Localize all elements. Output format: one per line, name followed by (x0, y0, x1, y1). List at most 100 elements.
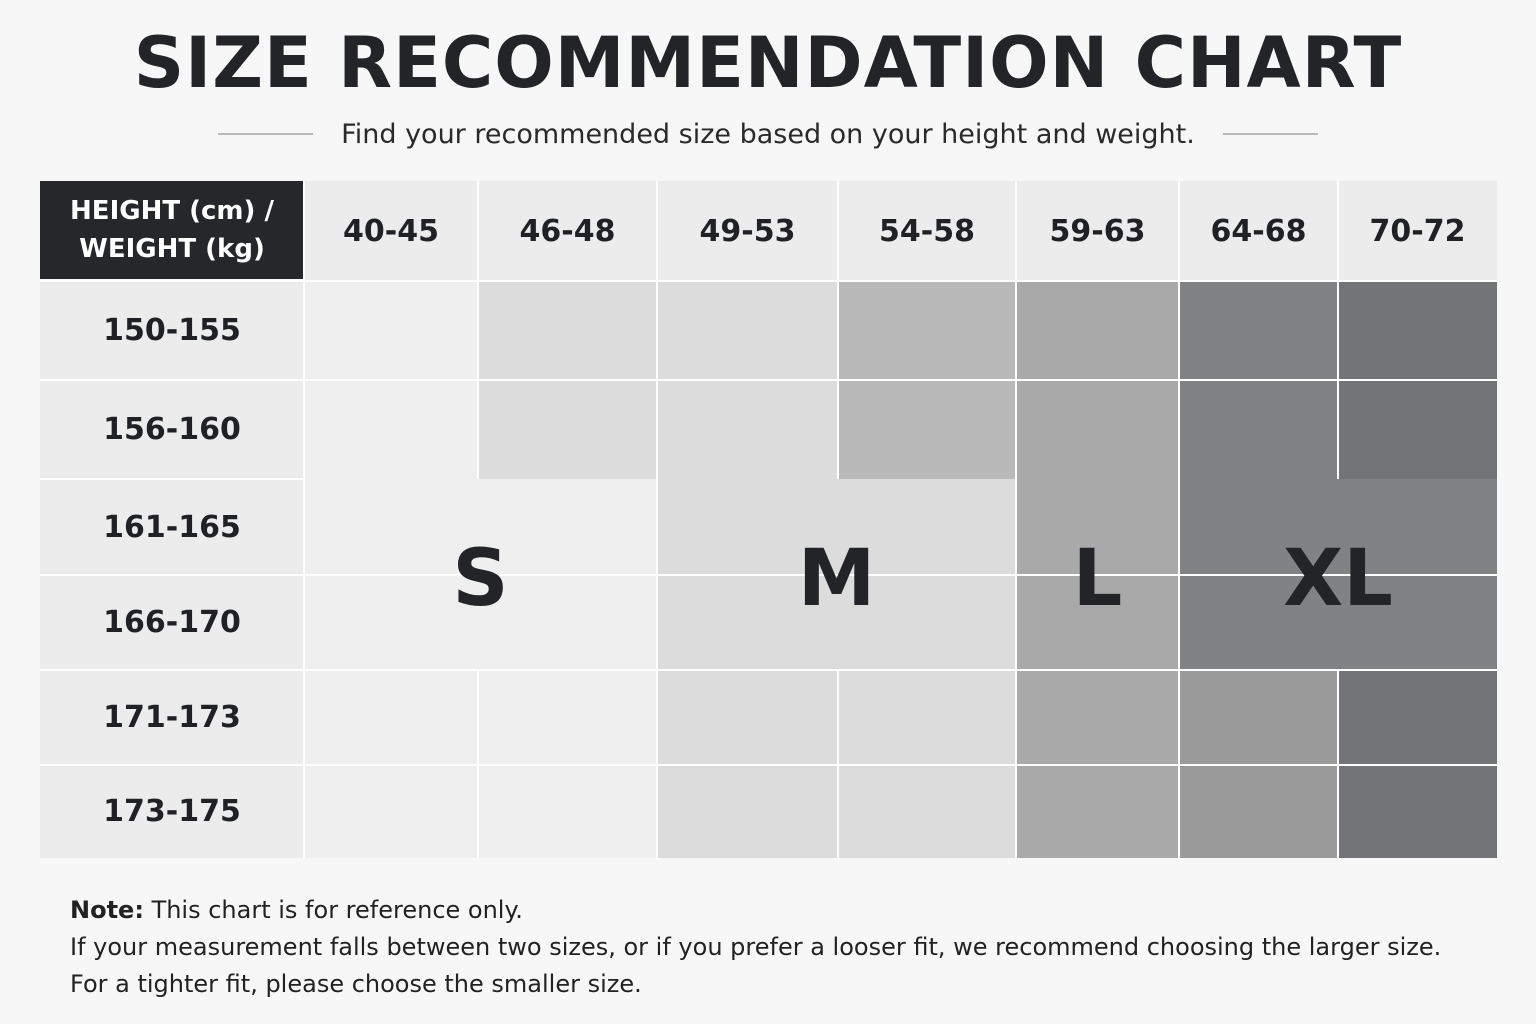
grid-line (656, 670, 658, 765)
size-cell (1179, 670, 1338, 765)
size-cell (838, 380, 1016, 479)
subtitle-divider-right (1222, 133, 1318, 135)
grid-line (40, 280, 1497, 282)
height-row-header: 161-165 (40, 479, 304, 575)
weight-column-header: 59-63 (1016, 181, 1179, 281)
grid-line (1178, 575, 1180, 670)
grid-line (303, 765, 305, 858)
subtitle-divider-left (218, 133, 314, 135)
size-cell (1338, 479, 1497, 575)
size-cell (478, 670, 657, 765)
size-cell (838, 479, 1016, 575)
note-line-1: Note: This chart is for reference only. (70, 892, 1470, 929)
grid-line (1015, 479, 1017, 575)
grid-line (40, 478, 304, 480)
size-cell (1016, 575, 1179, 670)
subtitle: Find your recommended size based on your… (341, 118, 1195, 150)
height-row-header: 171-173 (40, 670, 304, 765)
height-row-header: 166-170 (40, 575, 304, 670)
size-cell (657, 380, 838, 479)
grid-line (1178, 670, 1180, 765)
size-cell (304, 281, 478, 380)
corner-header: HEIGHT (cm) / WEIGHT (kg) (40, 181, 304, 279)
grid-line (477, 380, 479, 479)
weight-column-header: 46-48 (478, 181, 657, 281)
height-row-header: 156-160 (40, 380, 304, 479)
corner-header-line: HEIGHT (cm) / (70, 196, 274, 226)
size-cell (657, 670, 838, 765)
grid-line (477, 670, 479, 765)
grid-line (40, 379, 1497, 381)
grid-line (303, 479, 305, 575)
grid-line (1337, 281, 1339, 380)
subtitle-row: Find your recommended size based on your… (0, 112, 1536, 156)
grid-line (303, 181, 305, 281)
grid-line (656, 181, 658, 281)
size-cell (1179, 765, 1338, 858)
size-cell (1338, 670, 1497, 765)
size-cell (478, 575, 657, 670)
size-cell (304, 575, 478, 670)
grid-line (477, 765, 479, 858)
weight-column-header: 49-53 (657, 181, 838, 281)
grid-line (1015, 181, 1017, 281)
grid-line (303, 670, 305, 765)
grid-line (837, 281, 839, 380)
size-cell (838, 281, 1016, 380)
size-cell (838, 575, 1016, 670)
size-cell (1016, 765, 1179, 858)
size-cell (478, 479, 657, 575)
grid-line (1015, 670, 1017, 765)
size-cell (478, 765, 657, 858)
size-cell (1338, 575, 1497, 670)
size-cell (478, 380, 657, 479)
grid-line (1337, 380, 1339, 479)
grid-line (656, 281, 658, 380)
weight-column-header: 64-68 (1179, 181, 1338, 281)
grid-line (1015, 575, 1017, 670)
size-cell (1338, 281, 1497, 380)
size-cell (657, 479, 838, 575)
size-cell (657, 281, 838, 380)
grid-line (1337, 670, 1339, 765)
size-cell (1338, 765, 1497, 858)
grid-line (40, 669, 1497, 671)
grid-line (477, 281, 479, 380)
grid-line (837, 765, 839, 858)
grid-line (40, 574, 1497, 576)
grid-line (1337, 181, 1339, 281)
size-cell (657, 575, 838, 670)
size-cell (1179, 575, 1338, 670)
grid-line (40, 764, 1497, 766)
grid-line (1015, 281, 1017, 380)
note-text-1: This chart is for reference only. (151, 896, 523, 924)
size-cell (304, 670, 478, 765)
size-cell (657, 765, 838, 858)
grid-line (1178, 479, 1180, 575)
grid-line (1178, 765, 1180, 858)
size-cell (1179, 380, 1338, 479)
corner-header-line: WEIGHT (kg) (79, 234, 265, 264)
size-cell (304, 479, 478, 575)
grid-line (303, 575, 305, 670)
size-label-xl: XL (1283, 533, 1393, 624)
note-line-3: For a tighter fit, please choose the sma… (70, 970, 642, 998)
size-cell (478, 281, 657, 380)
grid-line (1178, 281, 1180, 380)
page-title: SIZE RECOMMENDATION CHART (133, 22, 1403, 104)
grid-line (1178, 181, 1180, 281)
grid-line (1015, 380, 1017, 479)
size-cell (1179, 281, 1338, 380)
grid-line (477, 181, 479, 281)
grid-line (656, 380, 658, 479)
size-label-l: L (1072, 533, 1123, 624)
size-cell (304, 380, 478, 479)
size-cell (838, 765, 1016, 858)
weight-column-header: 70-72 (1338, 181, 1497, 281)
height-row-header: 150-155 (40, 281, 304, 380)
grid-line (1015, 765, 1017, 858)
grid-line (303, 281, 305, 380)
grid-line (837, 181, 839, 281)
size-cell (1016, 479, 1179, 575)
